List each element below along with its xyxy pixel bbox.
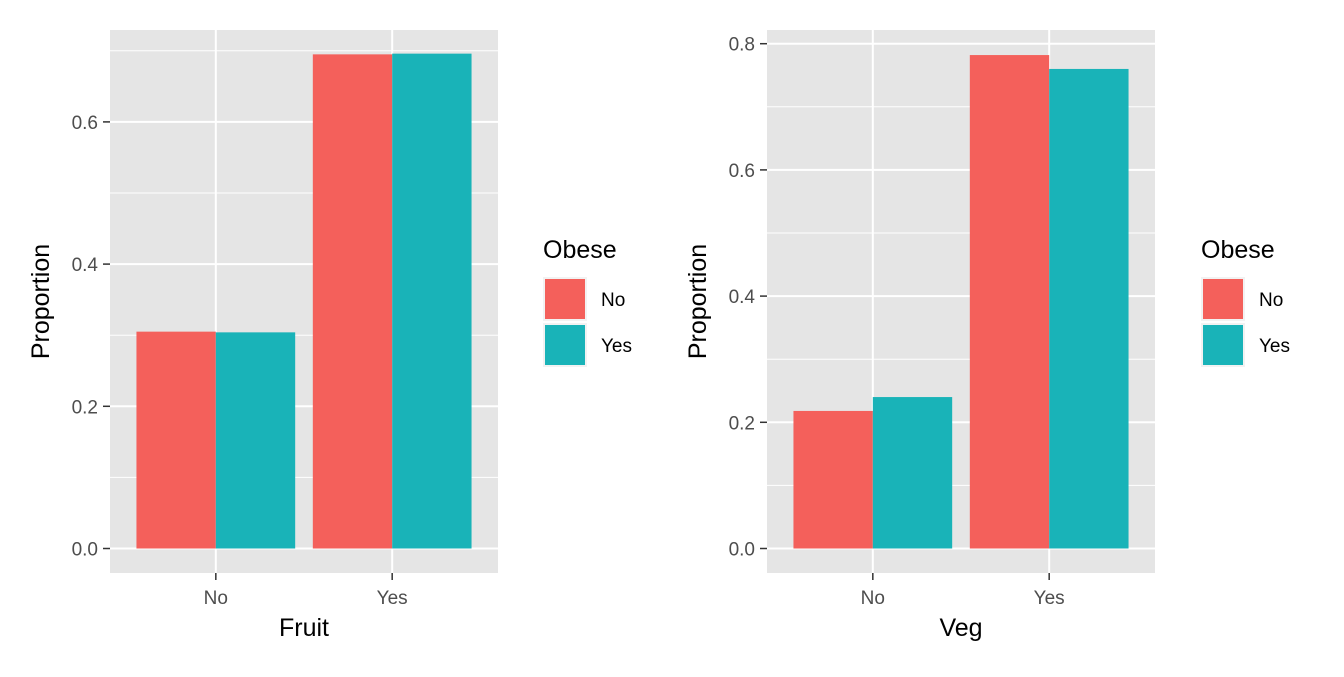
legend-title: Obese — [1201, 236, 1275, 264]
x-axis-title: Fruit — [279, 614, 329, 642]
x-tick-label: Yes — [377, 588, 408, 609]
y-tick-label: 0.4 — [72, 255, 99, 276]
y-tick-label: 0.4 — [729, 287, 756, 308]
legend-label-no: No — [1259, 290, 1283, 311]
bar-no-obese-no — [793, 410, 873, 549]
y-tick-label: 0.6 — [72, 113, 98, 134]
y-axis-title: Proportion — [27, 244, 55, 359]
y-tick-label: 0.2 — [729, 413, 755, 434]
x-tick-label: No — [204, 588, 228, 609]
bar-no-obese-yes — [215, 332, 296, 549]
y-tick-label: 0.0 — [72, 540, 98, 561]
y-axis-title: Proportion — [684, 244, 712, 359]
x-tick-label: Yes — [1034, 588, 1065, 609]
y-tick-label: 0.6 — [729, 161, 755, 182]
y-tick-label: 0.8 — [729, 35, 755, 56]
chart-panel-2 — [760, 30, 1245, 580]
legend-label-yes: Yes — [1259, 336, 1290, 357]
legend-label-yes: Yes — [601, 336, 632, 357]
legend-key-no — [545, 279, 585, 319]
legend-title: Obese — [543, 236, 617, 264]
bar-yes-obese-no — [312, 54, 393, 549]
y-tick-label: 0.0 — [729, 540, 755, 561]
bar-no-obese-yes — [872, 397, 953, 549]
chart-panel-1 — [103, 30, 587, 580]
legend-key-yes — [1203, 325, 1243, 365]
x-axis-title: Veg — [939, 614, 982, 642]
legend-label-no: No — [601, 290, 625, 311]
legend-key-yes — [545, 325, 585, 365]
bar-yes-obese-yes — [1049, 68, 1129, 549]
legend-key-no — [1203, 279, 1243, 319]
y-tick-label: 0.2 — [72, 397, 98, 418]
bar-yes-obese-yes — [392, 53, 472, 549]
x-tick-label: No — [861, 588, 885, 609]
bar-no-obese-no — [136, 331, 216, 549]
bar-yes-obese-no — [969, 55, 1050, 549]
